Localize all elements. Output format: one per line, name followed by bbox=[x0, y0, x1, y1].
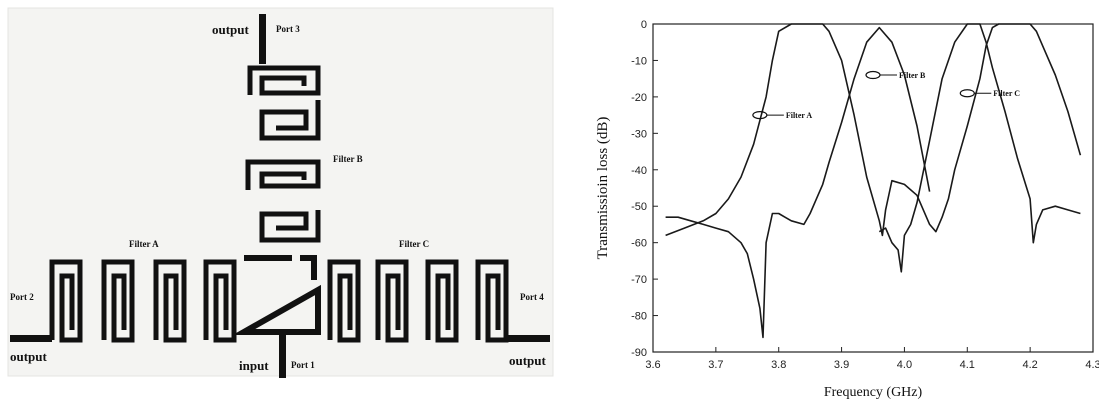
port1-feedline bbox=[279, 332, 286, 378]
port1-label: Port 1 bbox=[291, 360, 315, 370]
x-tick-label: 3.9 bbox=[834, 359, 849, 371]
y-tick-label: -80 bbox=[631, 311, 647, 323]
y-tick-label: -50 bbox=[631, 201, 647, 213]
output-top-label: output bbox=[212, 22, 250, 37]
annotation-marker bbox=[865, 70, 881, 80]
series-line-1 bbox=[665, 26, 931, 339]
port4-feedline bbox=[505, 335, 550, 342]
x-tick-label: 3.7 bbox=[708, 359, 723, 371]
port4-label: Port 4 bbox=[520, 292, 544, 302]
y-tick-label: -90 bbox=[631, 347, 647, 359]
x-tick-label: 3.8 bbox=[771, 359, 786, 371]
layout-background bbox=[7, 7, 554, 377]
filter-a-label: Filter A bbox=[129, 239, 159, 249]
series-line-3 bbox=[878, 23, 1081, 273]
annotation-label: Filter C bbox=[993, 89, 1020, 98]
y-tick-label: -10 bbox=[631, 55, 647, 67]
filter-layout-image: output Port 3 Filter B Filter A Filter C… bbox=[7, 7, 554, 378]
input-label: input bbox=[239, 358, 269, 373]
series-line-2 bbox=[665, 23, 1082, 237]
port2-label: Port 2 bbox=[10, 292, 34, 302]
filter-c-resonators bbox=[327, 259, 509, 343]
output-right-label: output bbox=[509, 353, 547, 368]
central-junction bbox=[232, 255, 321, 335]
x-tick-label: 4.0 bbox=[897, 359, 912, 371]
annotation-label: Filter B bbox=[899, 71, 926, 80]
annotation-marker bbox=[959, 89, 975, 98]
filter-c-label: Filter C bbox=[399, 239, 429, 249]
y-tick-label: -60 bbox=[631, 238, 647, 250]
y-tick-label: -70 bbox=[631, 274, 647, 286]
output-left-label: output bbox=[10, 349, 48, 364]
filter-b-label: Filter B bbox=[333, 154, 363, 164]
x-tick-label: 4.1 bbox=[960, 359, 975, 371]
y-tick-label: -20 bbox=[631, 92, 647, 104]
filter-b-resonators bbox=[245, 65, 321, 243]
x-axis-title: Frequency (GHz) bbox=[824, 385, 923, 400]
port3-label: Port 3 bbox=[276, 24, 300, 34]
y-tick-label: -40 bbox=[631, 165, 647, 177]
port3-feedline bbox=[259, 14, 266, 64]
y-axis-title: Transmissioin loss (dB) bbox=[595, 117, 611, 260]
port2-feedline bbox=[10, 335, 52, 342]
annotation-label: Filter A bbox=[786, 111, 813, 120]
x-tick-label: 3.6 bbox=[645, 359, 660, 371]
plot-frame bbox=[652, 23, 1094, 353]
y-tick-label: -30 bbox=[631, 128, 647, 140]
y-tick-label: 0 bbox=[641, 19, 647, 31]
x-tick-label: 4.2 bbox=[1022, 359, 1037, 371]
transmission-loss-chart: 3.6 3.7 3.8 3.9 4.0 4.1 4.2 4.3 0 -10 -20 -30 -40 -50… bbox=[595, 19, 1099, 400]
filter-a-resonators bbox=[49, 259, 237, 343]
x-tick-label: 4.3 bbox=[1085, 359, 1099, 371]
